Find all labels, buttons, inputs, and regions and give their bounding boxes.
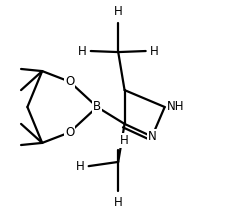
Text: H: H <box>149 45 158 58</box>
Text: NH: NH <box>166 101 183 113</box>
Text: H: H <box>113 196 122 209</box>
Text: H: H <box>113 5 122 18</box>
Text: O: O <box>65 75 74 88</box>
Text: O: O <box>65 126 74 139</box>
Text: B: B <box>93 101 101 113</box>
Text: H: H <box>120 134 128 147</box>
Text: H: H <box>75 160 84 173</box>
Text: N: N <box>147 130 156 143</box>
Text: H: H <box>77 45 86 58</box>
